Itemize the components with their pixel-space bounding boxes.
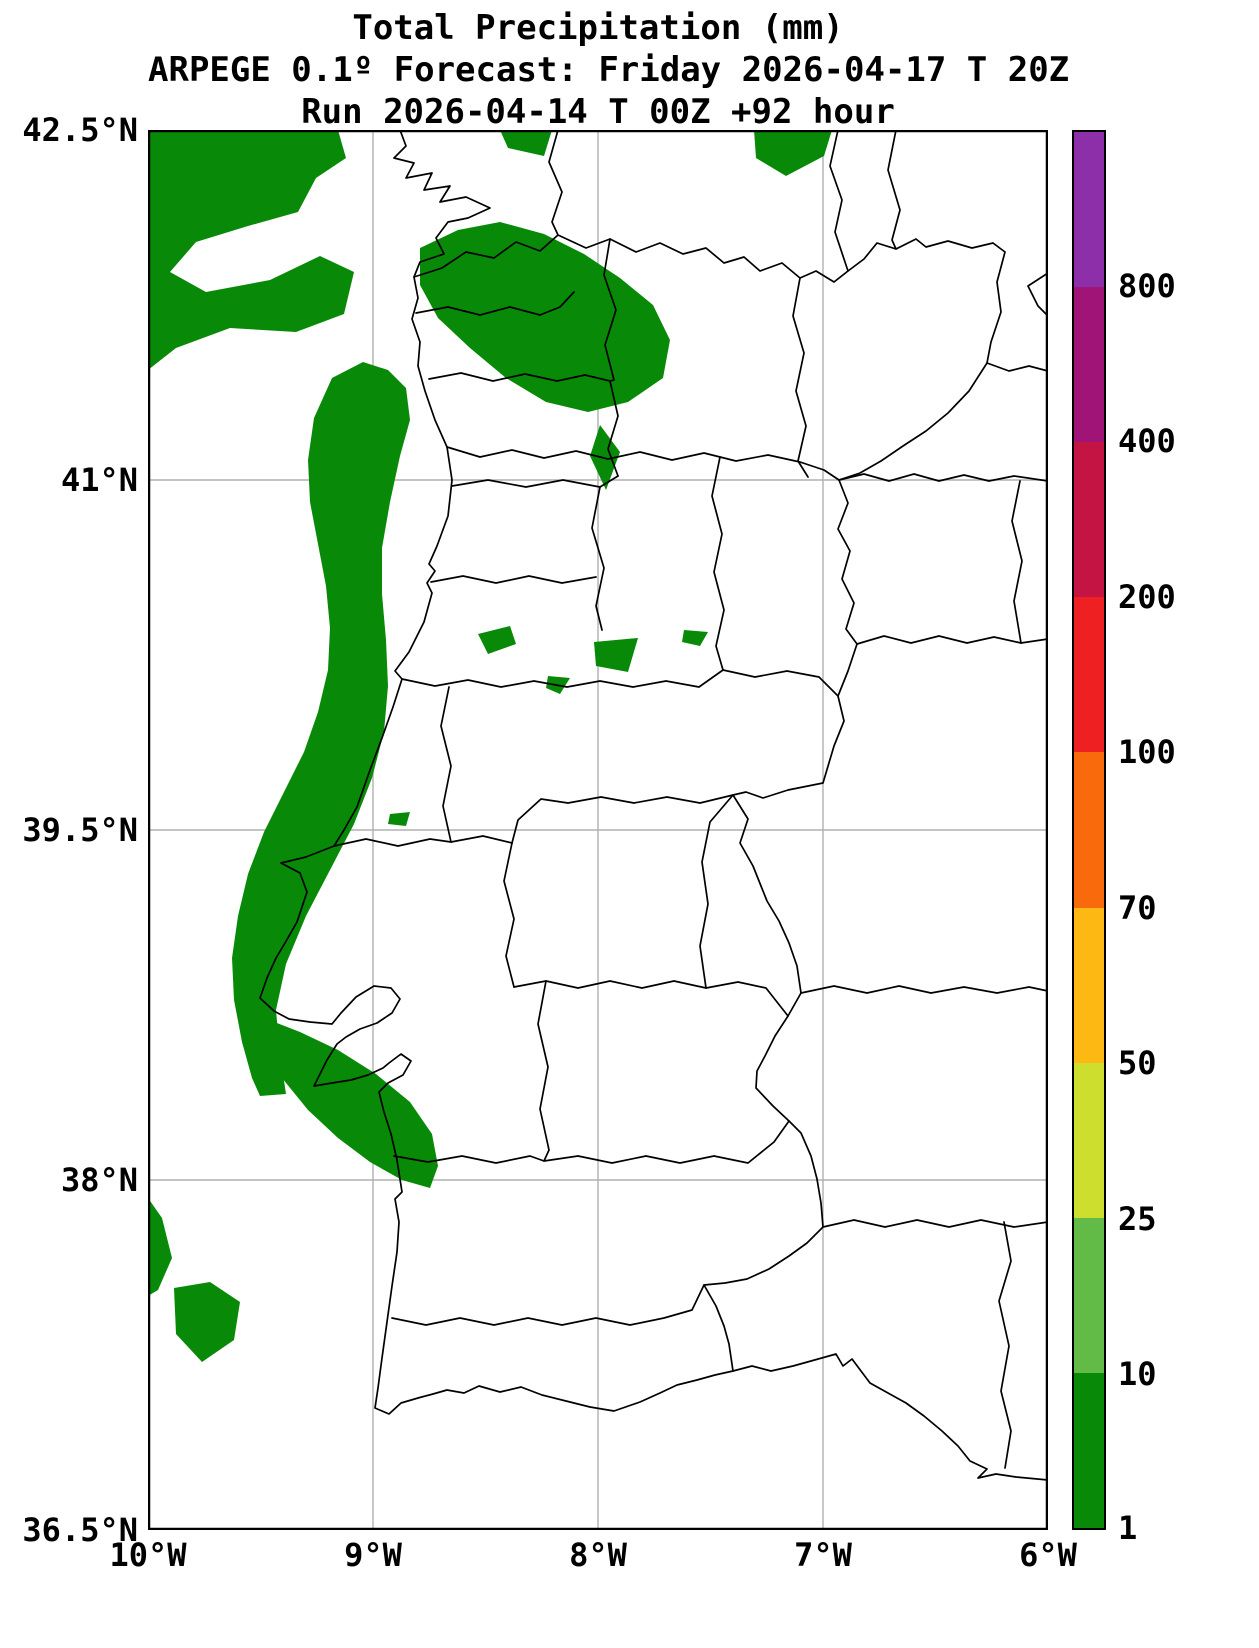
colorbar-tick-label: 200 <box>1118 578 1176 616</box>
boundary-path <box>591 486 605 631</box>
boundary-path <box>503 842 515 988</box>
boundary-path <box>887 130 901 250</box>
colorbar <box>1072 130 1106 1530</box>
colorbar-segment <box>1074 752 1104 908</box>
boundary-path <box>998 1221 1012 1469</box>
boundary-path <box>393 1120 790 1164</box>
colorbar-segment <box>1074 907 1104 1063</box>
precip-polygon <box>388 812 410 826</box>
x-tick-label: 7°W <box>794 1536 852 1574</box>
x-tick-label: 9°W <box>344 1536 402 1574</box>
boundary-path <box>1011 480 1023 644</box>
y-tick-label: 42.5°N <box>22 111 138 149</box>
boundary-path <box>822 1219 1048 1228</box>
boundary-path <box>333 835 513 847</box>
colorbar-segment <box>1074 1062 1104 1218</box>
boundary-path <box>699 794 734 989</box>
precip-polygon <box>256 1018 438 1188</box>
x-tick-label: 10°W <box>109 1536 187 1574</box>
colorbar-tick-label: 1 <box>1118 1509 1138 1547</box>
colorbar-tick-label: 50 <box>1118 1044 1157 1082</box>
boundary-path <box>800 985 1048 994</box>
map-svg <box>147 129 1049 1531</box>
plot-frame <box>147 129 1049 1531</box>
map-plot-area <box>147 129 1049 1531</box>
boundary-path <box>401 669 839 697</box>
boundary-path <box>451 475 619 488</box>
precipitation-areas <box>148 130 832 1362</box>
boundary-path <box>603 238 619 477</box>
x-tick-label: 6°W <box>1019 1536 1077 1574</box>
colorbar-tick-label: 800 <box>1118 267 1176 305</box>
coastline-and-borders <box>259 130 1048 1481</box>
boundary-path <box>838 473 1048 482</box>
colorbar-segment <box>1074 597 1104 753</box>
y-tick-label: 39.5°N <box>22 811 138 849</box>
y-tick-label: 41°N <box>60 461 138 499</box>
boundary-path <box>548 130 563 236</box>
chart-subtitle-forecast: ARPEGE 0.1º Forecast: Friday 2026-04-17 … <box>148 50 1070 90</box>
coastline-path <box>259 130 1048 1481</box>
precip-polygon <box>478 626 516 654</box>
boundary-path <box>446 446 840 481</box>
boundary-path <box>829 130 849 272</box>
boundary-path <box>511 794 734 844</box>
boundary-path <box>430 575 597 584</box>
y-tick-label: 38°N <box>60 1161 138 1199</box>
colorbar-tick-label: 25 <box>1118 1200 1157 1238</box>
precip-polygon <box>420 222 670 412</box>
boundary-path <box>856 635 1048 645</box>
precip-polygon <box>148 1198 172 1296</box>
colorbar-segment <box>1074 287 1104 443</box>
colorbar-tick-label: 70 <box>1118 889 1157 927</box>
boundary-path <box>440 686 452 843</box>
boundary-path <box>986 362 1048 372</box>
chart-title: Total Precipitation (mm) <box>352 8 844 48</box>
precip-polygon <box>148 130 354 370</box>
boundary-path <box>537 980 550 1162</box>
precip-polygon <box>594 638 638 672</box>
boundary-path <box>711 456 725 671</box>
chart-subtitle-run: Run 2026-04-14 T 00Z +92 hour <box>301 92 895 132</box>
precip-polygon <box>500 130 552 156</box>
boundary-path <box>428 372 611 382</box>
precip-polygon <box>174 1282 240 1362</box>
colorbar-tick-label: 100 <box>1118 733 1176 771</box>
boundary-path <box>1027 272 1048 317</box>
precip-polygon <box>754 130 832 176</box>
x-tick-label: 8°W <box>569 1536 627 1574</box>
colorbar-segment <box>1074 1372 1104 1528</box>
boundary-path <box>792 277 809 478</box>
colorbar-tick-label: 10 <box>1118 1355 1157 1393</box>
precip-polygon <box>682 630 708 646</box>
boundary-path <box>415 291 575 316</box>
y-tick-label: 36.5°N <box>22 1511 138 1549</box>
country-border-path <box>413 234 1006 1372</box>
colorbar-segment <box>1074 132 1104 288</box>
colorbar-tick-label: 400 <box>1118 422 1176 460</box>
boundary-path <box>391 1284 705 1326</box>
colorbar-segment <box>1074 442 1104 598</box>
boundary-path <box>513 980 789 1017</box>
colorbar-segment <box>1074 1217 1104 1373</box>
precip-polygon <box>232 362 410 1096</box>
